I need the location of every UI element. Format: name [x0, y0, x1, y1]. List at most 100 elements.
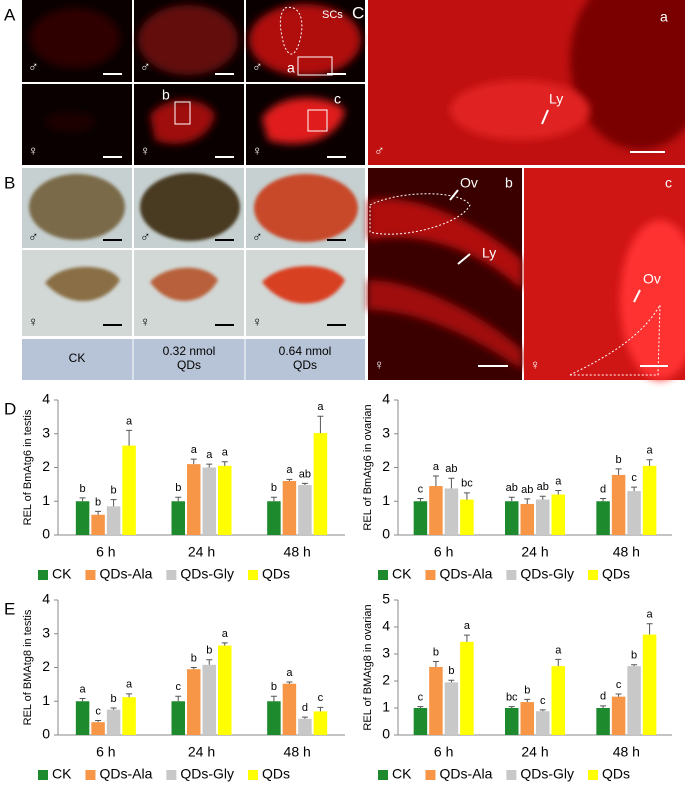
- legend-label: QDs-Ala: [439, 566, 492, 582]
- bar: [505, 708, 519, 735]
- bar: [218, 465, 232, 535]
- y-tick-label: 3: [42, 624, 50, 640]
- bar: [298, 718, 312, 735]
- significance-letter: b: [80, 483, 86, 495]
- y-axis-label: REL of BmAtg6 in testis: [22, 409, 34, 525]
- sex: ♂: [374, 143, 385, 159]
- significance-letter: c: [616, 679, 622, 691]
- legend-swatch: [166, 770, 177, 780]
- error-bar: [417, 706, 424, 708]
- error-bar: [317, 706, 324, 712]
- x-tick-label: 24 h: [521, 744, 548, 760]
- legend-swatch: [506, 770, 517, 780]
- label-c: c: [665, 175, 672, 191]
- significance-letter: a: [80, 683, 87, 695]
- bar: [91, 514, 105, 535]
- significance-letter: c: [418, 692, 424, 704]
- significance-letter: b: [448, 665, 454, 677]
- legend-label: QDs: [262, 566, 290, 582]
- error-bar: [206, 463, 213, 468]
- x-tick-label: 24 h: [188, 744, 215, 760]
- y-tick-label: 4: [382, 391, 390, 407]
- legend-label: CK: [392, 766, 412, 782]
- error-bar: [524, 498, 531, 504]
- error-bar: [508, 706, 515, 708]
- x-tick-label: 48 h: [613, 544, 640, 560]
- significance-letter: d: [302, 702, 308, 714]
- y-axis-label: REL of BMAtg8 in ovarian: [362, 604, 374, 730]
- label-a: a: [660, 9, 668, 25]
- y-tick-label: 1: [382, 492, 390, 508]
- x-tick-label: 24 h: [188, 544, 215, 560]
- error-bar: [555, 658, 562, 667]
- significance-letter: bc: [461, 478, 473, 490]
- error-bar: [615, 468, 622, 475]
- error-bar: [175, 496, 182, 502]
- error-bar: [79, 497, 86, 502]
- legend-swatch: [588, 770, 599, 780]
- significance-letter: c: [631, 472, 637, 484]
- legend-swatch: [85, 770, 96, 780]
- legend-label: CK: [392, 566, 412, 582]
- significance-letter: c: [176, 681, 182, 693]
- y-tick-label: 3: [382, 424, 390, 440]
- bar: [611, 474, 626, 535]
- legend-swatch: [166, 570, 177, 580]
- bar: [444, 488, 459, 535]
- legend-label: CK: [52, 566, 72, 582]
- error-bar: [432, 661, 439, 667]
- significance-letter: a: [222, 628, 229, 640]
- treatment-label: QDs: [177, 358, 201, 372]
- bar: [282, 481, 297, 535]
- label-ly: Ly: [549, 91, 563, 107]
- treatment-label: 0.64 nmol: [279, 344, 332, 358]
- significance-letter: ab: [537, 481, 549, 493]
- x-tick-label: 6 h: [96, 544, 115, 560]
- significance-letter: a: [126, 679, 133, 691]
- x-tick-label: 6 h: [96, 744, 115, 760]
- significance-letter: b: [271, 482, 277, 494]
- panel-label: D: [4, 399, 16, 418]
- x-tick-label: 48 h: [284, 744, 311, 760]
- bar: [267, 501, 281, 535]
- error-bar: [600, 705, 607, 708]
- significance-letter: a: [433, 461, 440, 473]
- y-tick-label: 3: [382, 645, 390, 661]
- treatment-label: CK: [69, 351, 86, 365]
- y-tick-label: 2: [42, 458, 50, 474]
- error-bar: [508, 496, 515, 502]
- x-tick-label: 48 h: [613, 744, 640, 760]
- bar: [187, 669, 201, 735]
- significance-letter: c: [540, 695, 546, 707]
- sex: ♀: [140, 314, 151, 330]
- bar: [520, 503, 534, 535]
- y-tick-label: 2: [382, 458, 390, 474]
- error-bar: [270, 695, 277, 702]
- error-bar: [539, 495, 546, 500]
- bar: [75, 701, 90, 735]
- panel-a: SCs a b c ♂ ♂ ♂ ♀ ♀ ♀: [22, 0, 365, 165]
- significance-letter: a: [286, 464, 293, 476]
- bar: [596, 708, 610, 735]
- error-bar: [221, 461, 228, 466]
- y-tick-label: 1: [42, 692, 50, 708]
- treatment-label: 0.32 nmol: [163, 344, 216, 358]
- y-tick-label: 4: [382, 618, 390, 634]
- significance-letter: a: [464, 620, 471, 632]
- significance-letter: c: [418, 483, 424, 495]
- sex: ♀: [530, 357, 541, 373]
- label-scs: SCs: [322, 9, 343, 21]
- significance-letter: b: [524, 684, 530, 696]
- error-bar: [463, 634, 470, 642]
- legend-label: QDs: [602, 766, 630, 782]
- error-bar: [110, 499, 117, 507]
- bar: [536, 499, 550, 535]
- treatment-label: QDs: [293, 358, 317, 372]
- y-tick-label: 5: [382, 591, 390, 607]
- sex: ♀: [252, 143, 263, 159]
- bar: [611, 696, 626, 735]
- sex: ♀: [140, 143, 151, 159]
- panel-label: C: [352, 3, 364, 22]
- x-tick-label: 6 h: [434, 744, 453, 760]
